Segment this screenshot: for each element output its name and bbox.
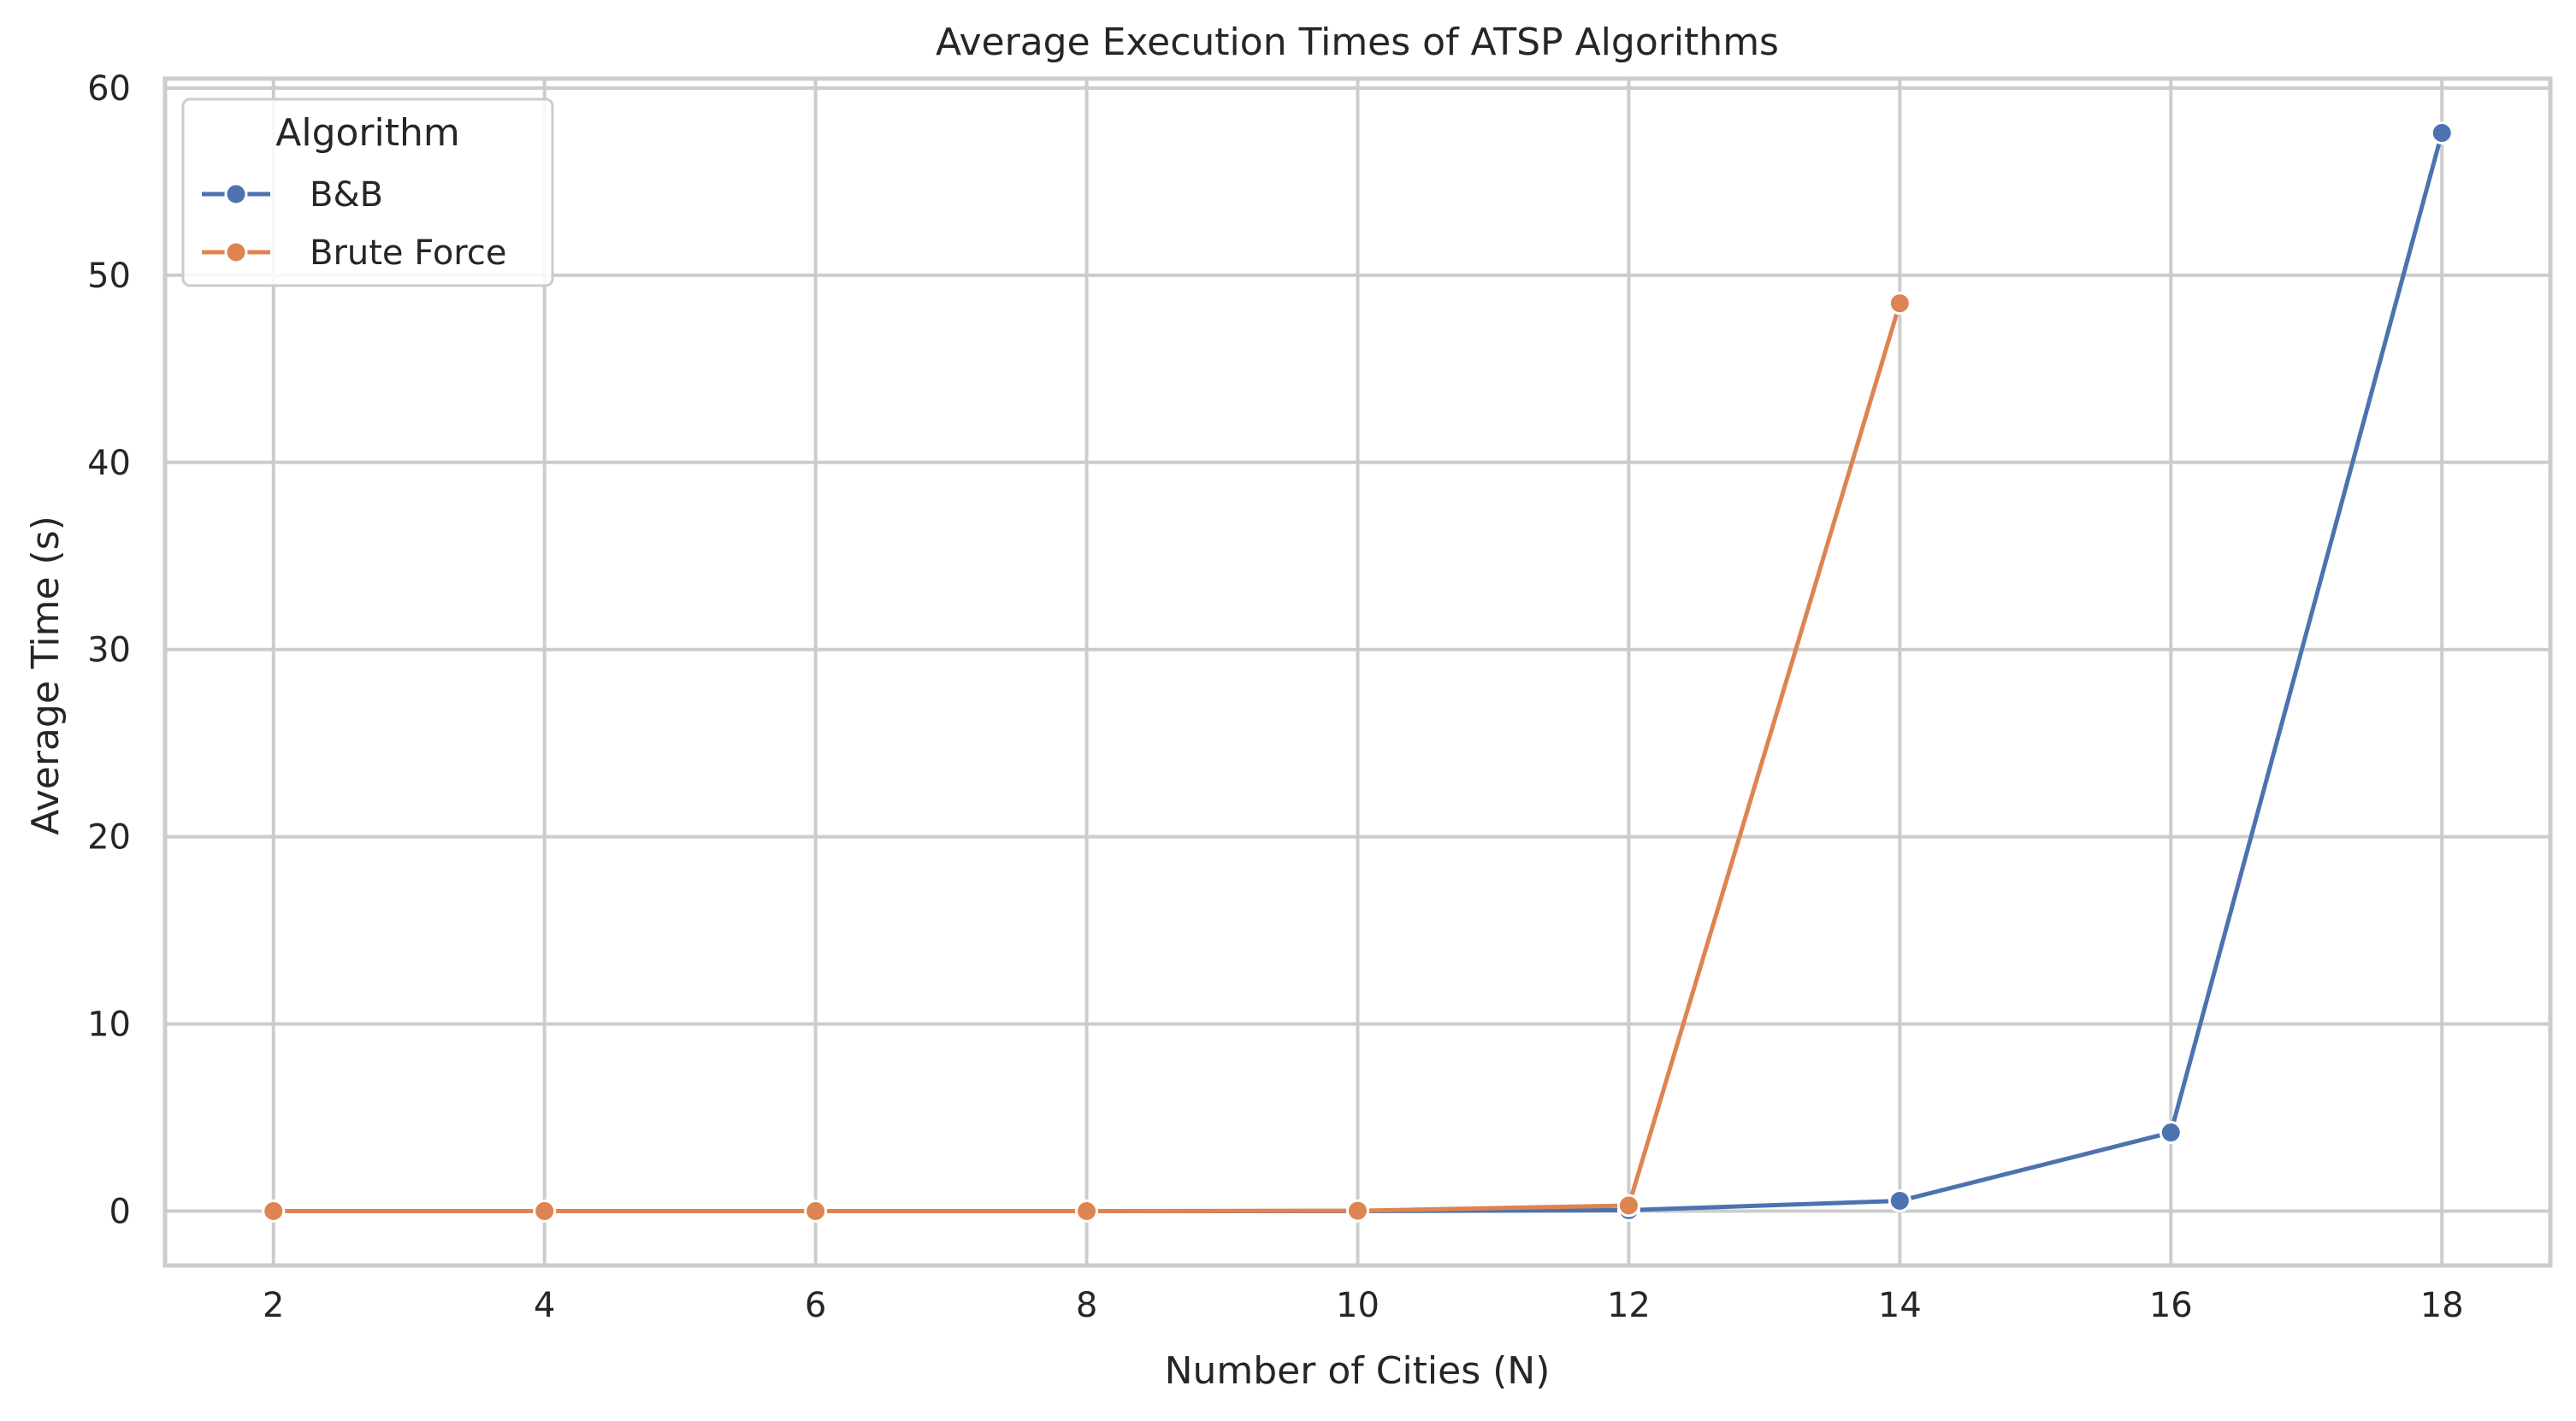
tick-labels: 2 4 6 8 10 12 14 16 18 0 10 20 30 40 50 60	[87, 69, 2464, 1325]
data-point	[804, 1200, 828, 1223]
x-tick-label: 8	[1076, 1286, 1097, 1325]
data-point	[1888, 292, 1911, 315]
legend-label: Brute Force	[310, 233, 506, 273]
legend-label: B&B	[310, 175, 383, 215]
x-tick-label: 4	[534, 1286, 555, 1325]
series-layer	[262, 121, 2454, 1223]
x-tick-label: 6	[805, 1286, 826, 1325]
plot-frame	[162, 76, 2553, 1268]
x-tick-label: 12	[1607, 1286, 1651, 1325]
data-point	[2430, 121, 2454, 144]
y-tick-label: 20	[87, 818, 131, 858]
x-tick-label: 18	[2420, 1286, 2464, 1325]
legend: Algorithm B&B Brute Force	[181, 97, 554, 287]
legend-swatch-marker	[224, 182, 248, 206]
legend-title: Algorithm	[275, 111, 460, 155]
data-point	[262, 1200, 286, 1223]
legend-item: Brute Force	[202, 233, 506, 273]
data-point	[1888, 1188, 1911, 1212]
y-tick-label: 0	[109, 1193, 131, 1232]
y-tick-label: 40	[87, 444, 131, 483]
x-tick-label: 2	[263, 1286, 284, 1325]
y-tick-label: 50	[87, 256, 131, 296]
chart-title: Average Execution Times of ATSP Algorith…	[936, 21, 1779, 64]
y-tick-label: 10	[87, 1005, 131, 1045]
x-tick-label: 14	[1878, 1286, 1922, 1325]
y-tick-label: 30	[87, 631, 131, 670]
series-2	[262, 292, 1911, 1223]
x-tick-label: 16	[2149, 1286, 2193, 1325]
data-point	[2159, 1121, 2183, 1145]
data-point	[1075, 1200, 1099, 1223]
legend-item: B&B	[202, 175, 383, 215]
data-point	[1616, 1194, 1640, 1218]
x-tick-label: 10	[1336, 1286, 1380, 1325]
data-point	[1346, 1199, 1369, 1223]
legend-swatch-marker	[224, 240, 248, 264]
legend-box	[181, 97, 554, 287]
data-point	[533, 1200, 557, 1223]
y-axis-title: Average Time (s)	[24, 516, 68, 835]
x-axis-title: Number of Cities (N)	[1165, 1349, 1551, 1393]
y-tick-label: 60	[87, 69, 131, 109]
